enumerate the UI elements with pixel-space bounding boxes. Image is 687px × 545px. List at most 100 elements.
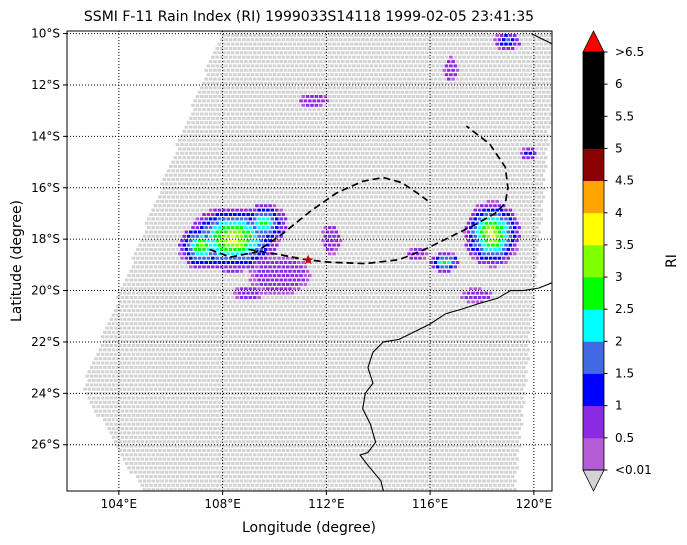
footprint (235, 95, 239, 98)
footprint (532, 81, 537, 85)
footprint (319, 68, 323, 72)
footprint (347, 143, 352, 147)
footprint (202, 282, 206, 286)
footprint (482, 182, 486, 186)
footprint (550, 55, 552, 59)
footprint (239, 252, 244, 256)
footprint (283, 147, 288, 151)
footprint (334, 169, 339, 173)
footprint (497, 151, 502, 155)
footprint (400, 151, 405, 155)
footprint (197, 143, 202, 147)
footprint (394, 95, 398, 98)
footprint (239, 191, 244, 195)
footprint (250, 125, 255, 129)
footprint (400, 90, 405, 94)
footprint (400, 81, 405, 85)
footprint (215, 239, 219, 243)
footprint (521, 278, 526, 282)
footprint (184, 204, 189, 208)
footprint (310, 95, 314, 98)
footprint (213, 234, 217, 238)
footprint (451, 121, 455, 125)
footprint (255, 239, 259, 243)
footprint (413, 108, 418, 112)
footprint (288, 147, 292, 151)
footprint (367, 208, 372, 212)
footprint (380, 208, 385, 212)
footprint (486, 86, 491, 90)
footprint (466, 31, 471, 33)
footprint (486, 261, 491, 264)
footprint (446, 103, 451, 107)
footprint (360, 230, 365, 234)
footprint (252, 51, 257, 55)
footprint (341, 208, 345, 212)
footprint (173, 217, 178, 221)
footprint (235, 51, 239, 55)
footprint (391, 256, 396, 260)
footprint (175, 213, 180, 216)
footprint (553, 78, 557, 81)
footprint (325, 151, 330, 155)
footprint (506, 73, 510, 77)
footprint (517, 138, 522, 142)
footprint (283, 208, 288, 212)
footprint (292, 121, 297, 125)
footprint (235, 173, 239, 177)
footprint (281, 31, 286, 33)
footprint (400, 178, 405, 181)
footprint (356, 108, 361, 112)
footprint (504, 42, 508, 46)
footprint (158, 213, 162, 216)
footprint (257, 234, 261, 238)
footprint (394, 191, 398, 195)
footprint (475, 38, 480, 42)
footprint (513, 156, 517, 160)
footprint (144, 265, 149, 269)
footprint (312, 73, 316, 77)
footprint (277, 64, 281, 68)
footprint (471, 204, 475, 208)
footprint (369, 195, 374, 199)
footprint (376, 217, 380, 221)
footprint (279, 60, 283, 64)
footprint (162, 230, 167, 234)
footprint (208, 103, 213, 107)
footprint (237, 186, 242, 190)
footprint (164, 252, 169, 256)
footprint (255, 90, 259, 94)
footprint (277, 247, 281, 251)
footprint (391, 265, 396, 269)
footprint (405, 256, 409, 260)
footprint (272, 125, 277, 129)
footprint (222, 199, 226, 203)
footprint (369, 213, 374, 216)
footprint (528, 169, 533, 173)
footprint (301, 261, 305, 264)
footprint (217, 60, 222, 64)
footprint (442, 234, 447, 238)
footprint (255, 169, 259, 173)
footprint (360, 38, 365, 42)
footprint (539, 217, 544, 221)
footprint (144, 256, 149, 260)
footprint (491, 33, 495, 37)
footprint (230, 121, 235, 125)
footprint (530, 226, 535, 230)
footprint (427, 151, 431, 155)
footprint (433, 77, 438, 81)
footprint (239, 60, 244, 64)
footprint (469, 33, 473, 37)
footprint (389, 173, 394, 177)
footprint (325, 186, 330, 190)
footprint (310, 173, 314, 177)
footprint (420, 103, 425, 107)
footprint (391, 160, 396, 164)
footprint (277, 108, 281, 112)
footprint (305, 121, 310, 125)
footprint (367, 60, 372, 64)
footprint (383, 143, 387, 147)
footprint (332, 130, 336, 133)
footprint (473, 243, 477, 247)
